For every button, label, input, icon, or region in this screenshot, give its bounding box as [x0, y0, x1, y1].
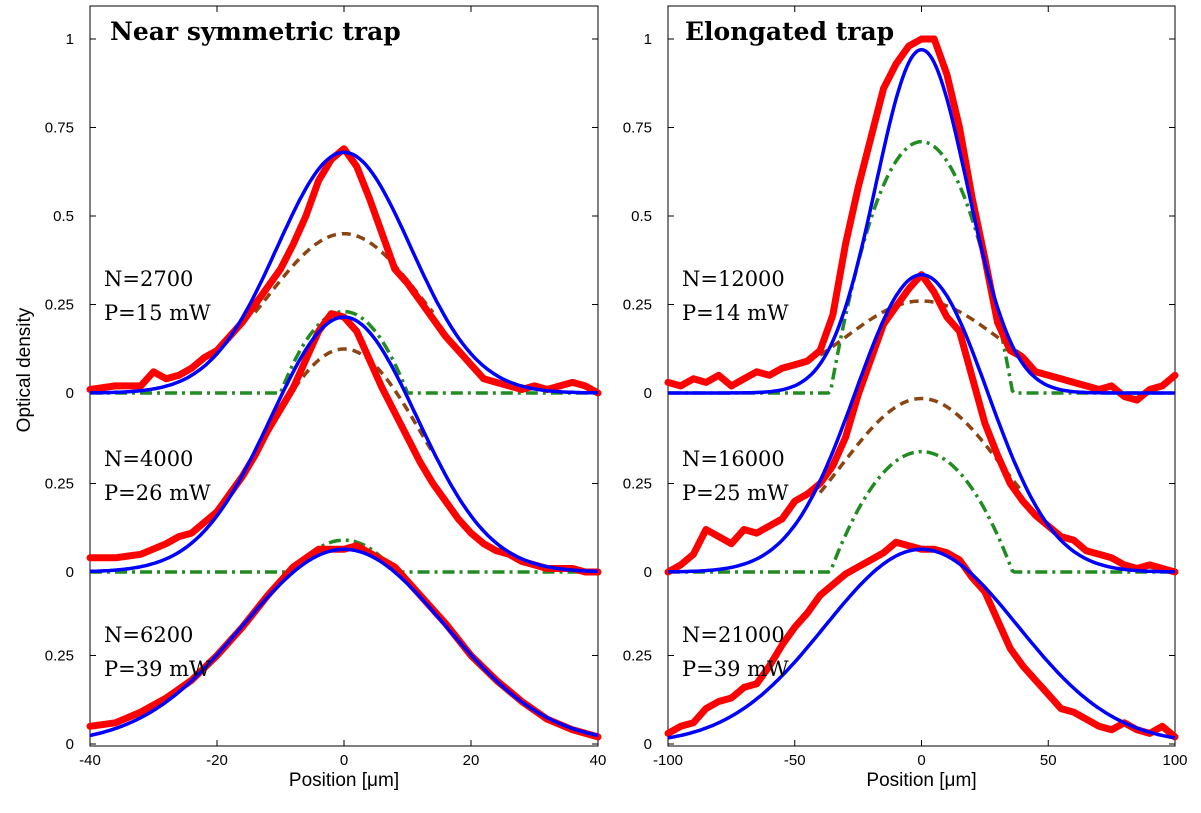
profile-3: 0 0.25 N=21000 P=39 mW — [623, 538, 1179, 753]
y-tick-label: 0 — [66, 564, 74, 581]
condensate-component-line — [90, 538, 598, 574]
annotation-label: N=4000 — [104, 447, 193, 471]
y-tick-label: 0 — [66, 385, 74, 402]
y-tick-label: 0 — [644, 564, 652, 581]
y-tick-label: 0.25 — [45, 648, 74, 665]
chart-panel-1: -40 -20 0 20 40 Position [μm] Near symmetric t… — [45, 5, 607, 791]
x-tick-label: 100 — [1162, 752, 1187, 769]
annotation-label: N=21000 — [682, 623, 785, 647]
annotation-label: P=26 mW — [104, 481, 211, 505]
y-tick-label: 0 — [66, 736, 74, 753]
panel-title: Near symmetric trap — [110, 17, 401, 46]
y-tick-label: 0.75 — [623, 120, 652, 137]
fit-line — [90, 150, 598, 395]
x-axis-label-unit: μ — [367, 770, 378, 791]
y-tick-label: 0.5 — [53, 208, 74, 225]
x-tick-label: -40 — [79, 752, 101, 769]
x-axis-label-suffix: m] — [956, 770, 977, 791]
annotation-label: N=2700 — [104, 267, 193, 291]
data-line — [86, 310, 602, 576]
y-tick-label: 0.25 — [45, 476, 74, 493]
fit-line — [89, 315, 599, 574]
x-tick-label: -100 — [653, 752, 683, 769]
y-tick-label: 0.5 — [631, 208, 652, 225]
x-axis-label-unit: μ — [945, 770, 956, 791]
y-tick-label: 0.75 — [45, 120, 74, 137]
panel-title: Elongated trap — [685, 17, 894, 46]
y-tick-label: 1 — [66, 31, 74, 48]
y-tick-label: 0.25 — [45, 297, 74, 314]
x-tick-label: 50 — [1040, 752, 1057, 769]
x-axis-label: Position [μm] — [289, 770, 399, 791]
profile-1: 0 0.25 0.5 0.75 1 N=2700 P=15 mW — [45, 31, 602, 402]
fit-line — [89, 547, 599, 738]
x-axis-label: Position [μm] — [866, 770, 976, 791]
data-line — [664, 35, 1179, 404]
y-axis-label: Optical density — [14, 307, 35, 432]
fit-line — [668, 47, 1175, 395]
y-tick-label: 0.25 — [623, 297, 652, 314]
profile-2: 0 0.25 N=16000 P=25 mW — [623, 271, 1179, 581]
annotation-label: P=15 mW — [104, 301, 211, 325]
y-tick-label: 0.25 — [623, 476, 652, 493]
profile-1: 0 0.25 0.5 0.75 1 N=12000 P=14 mW — [623, 31, 1179, 404]
x-tick-label: -20 — [206, 752, 228, 769]
y-tick-label: 0.25 — [623, 648, 652, 665]
annotation-label: N=6200 — [104, 623, 193, 647]
annotation-label: P=25 mW — [682, 481, 789, 505]
fit-line — [667, 547, 1176, 740]
profile-3: 0 0.25 N=6200 P=39 mW — [45, 542, 602, 753]
data-line — [86, 145, 602, 397]
x-tick-label: 0 — [340, 752, 348, 769]
annotation-label: N=12000 — [682, 267, 785, 291]
thermal-component-line — [253, 347, 435, 454]
annotation-label: P=39 mW — [104, 657, 211, 681]
annotation-label: P=39 mW — [682, 657, 789, 681]
x-tick-label: -50 — [784, 752, 806, 769]
fit-line — [668, 272, 1175, 574]
y-tick-label: 1 — [644, 31, 652, 48]
condensate-component-line — [668, 449, 1175, 574]
x-tick-label: 0 — [917, 752, 925, 769]
y-tick-label: 0 — [644, 385, 652, 402]
x-tick-label: 20 — [463, 752, 480, 769]
x-axis-label-prefix: Position [ — [289, 770, 368, 791]
annotation-label: P=14 mW — [682, 301, 789, 325]
thermal-component-line — [818, 396, 1025, 494]
x-tick-label: 40 — [590, 752, 607, 769]
profile-2: 0 0.25 N=4000 P=26 mW — [45, 310, 602, 581]
annotation-label: N=16000 — [682, 447, 785, 471]
x-axis-label-prefix: Position [ — [866, 770, 945, 791]
x-axis-label-suffix: m] — [378, 770, 399, 791]
y-tick-label: 0 — [644, 736, 652, 753]
condensate-component-line — [90, 309, 598, 395]
